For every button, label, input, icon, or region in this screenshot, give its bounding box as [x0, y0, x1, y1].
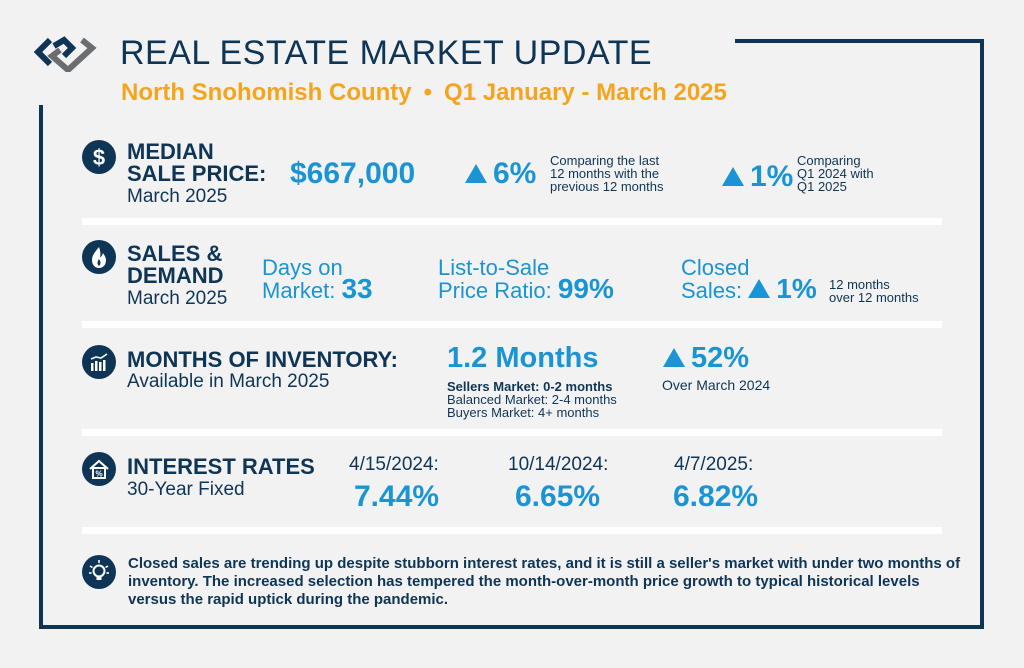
section-divider	[82, 527, 942, 534]
label-text: Sales:	[681, 278, 743, 303]
interest-heading: INTEREST RATES	[127, 454, 315, 479]
legend-balanced-market: Balanced Market: 2-4 months	[447, 392, 617, 407]
days-on-market-label: Days on Market: 33	[262, 255, 373, 303]
median-heading-line1: MEDIAN	[127, 139, 214, 164]
house-percent-icon: %	[82, 452, 116, 486]
frame-border-left	[39, 105, 43, 629]
legend-buyers-market: Buyers Market: 4+ months	[447, 405, 600, 420]
rate-value-2: 6.65%	[515, 480, 601, 513]
note-line: Q1 2025	[797, 179, 847, 194]
days-on-market-value: 33	[341, 273, 373, 304]
median-subheading: March 2025	[127, 186, 228, 207]
subtitle-separator: •	[423, 79, 433, 106]
section-divider	[82, 321, 942, 328]
median-change-12mo-note: Comparing the last 12 months with the pr…	[550, 154, 663, 193]
label-line: Closed	[681, 255, 750, 280]
sales-subheading: March 2025	[127, 288, 228, 309]
frame-border-right	[980, 39, 984, 629]
median-change-12mo: 6%	[465, 157, 536, 191]
label-line: Sales: 1%	[681, 275, 817, 303]
interest-subheading: 30-Year Fixed	[127, 479, 245, 500]
inventory-value: 1.2 Months	[447, 342, 599, 374]
sales-heading-line1: SALES &	[127, 241, 223, 266]
rate-value-1: 7.44%	[354, 480, 440, 513]
median-change-q1: 1%	[722, 160, 793, 194]
up-arrow-icon	[748, 279, 771, 298]
median-change-q1-value: 1%	[750, 160, 794, 193]
svg-text:%: %	[95, 470, 102, 479]
median-heading-line2: SALE PRICE:	[127, 161, 267, 186]
svg-text:$: $	[93, 145, 105, 170]
legend-sellers-market: Sellers Market: 0-2 months	[447, 379, 613, 394]
note-line: Comparing	[797, 153, 861, 168]
closed-sales-change: 1%	[748, 273, 817, 304]
inventory-heading: MONTHS OF INVENTORY:	[127, 347, 398, 372]
note-line: previous 12 months	[550, 179, 664, 194]
section-divider	[82, 429, 942, 436]
inventory-change: 52%	[663, 342, 749, 375]
summary-text: Closed sales are trending up despite stu…	[128, 555, 961, 608]
up-arrow-icon	[722, 167, 744, 186]
rate-date-1: 4/15/2024:	[349, 454, 439, 475]
note-line: 12 months with the	[550, 166, 660, 181]
fire-icon	[82, 240, 116, 274]
list-to-sale-value: 99%	[557, 273, 614, 304]
note-line: 12 months	[829, 277, 890, 292]
market-legend: Sellers Market: 0-2 months Balanced Mark…	[447, 380, 617, 419]
sales-heading: SALES & DEMAND	[127, 243, 224, 287]
dollar-icon: $	[82, 140, 116, 174]
closed-sales-label: Closed Sales: 1%	[681, 255, 817, 303]
label-text: Price Ratio:	[438, 278, 552, 303]
section-divider	[82, 218, 942, 225]
median-heading: MEDIAN SALE PRICE:	[127, 141, 266, 185]
closed-sales-value: 1%	[776, 273, 817, 304]
up-arrow-icon	[663, 348, 685, 367]
list-to-sale-label: List-to-Sale Price Ratio: 99%	[438, 255, 614, 303]
rate-value-3: 6.82%	[673, 480, 759, 513]
inventory-change-note: Over March 2024	[662, 377, 771, 393]
note-line: Q1 2024 with	[797, 166, 874, 181]
rate-date-3: 4/7/2025:	[674, 454, 754, 475]
brand-logo-icon	[34, 36, 97, 72]
label-line: Market: 33	[262, 275, 373, 303]
median-change-12mo-value: 6%	[493, 157, 537, 190]
rate-date-2: 10/14/2024:	[508, 454, 609, 475]
bar-chart-icon	[82, 345, 116, 379]
label-line: List-to-Sale	[438, 255, 550, 280]
page-title: REAL ESTATE MARKET UPDATE	[120, 34, 653, 72]
label-text: Market:	[262, 278, 336, 303]
median-change-q1-note: Comparing Q1 2024 with Q1 2025	[797, 154, 874, 193]
region-label: North Snohomish County	[121, 79, 412, 106]
inventory-subheading: Available in March 2025	[127, 371, 330, 392]
lightbulb-icon	[82, 555, 116, 589]
up-arrow-icon	[465, 164, 487, 183]
period-label: Q1 January - March 2025	[444, 79, 727, 106]
note-line: over 12 months	[829, 290, 919, 305]
frame-border-bottom	[39, 625, 984, 629]
label-line: Price Ratio: 99%	[438, 275, 614, 303]
inventory-change-value: 52%	[691, 342, 750, 374]
page-subtitle: North Snohomish County • Q1 January - Marc…	[121, 79, 727, 107]
median-price-value: $667,000	[290, 157, 416, 190]
closed-sales-note: 12 months over 12 months	[829, 278, 919, 304]
frame-border-top	[735, 39, 984, 43]
sales-heading-line2: DEMAND	[127, 263, 224, 288]
note-line: Comparing the last	[550, 153, 660, 168]
label-line: Days on	[262, 255, 343, 280]
